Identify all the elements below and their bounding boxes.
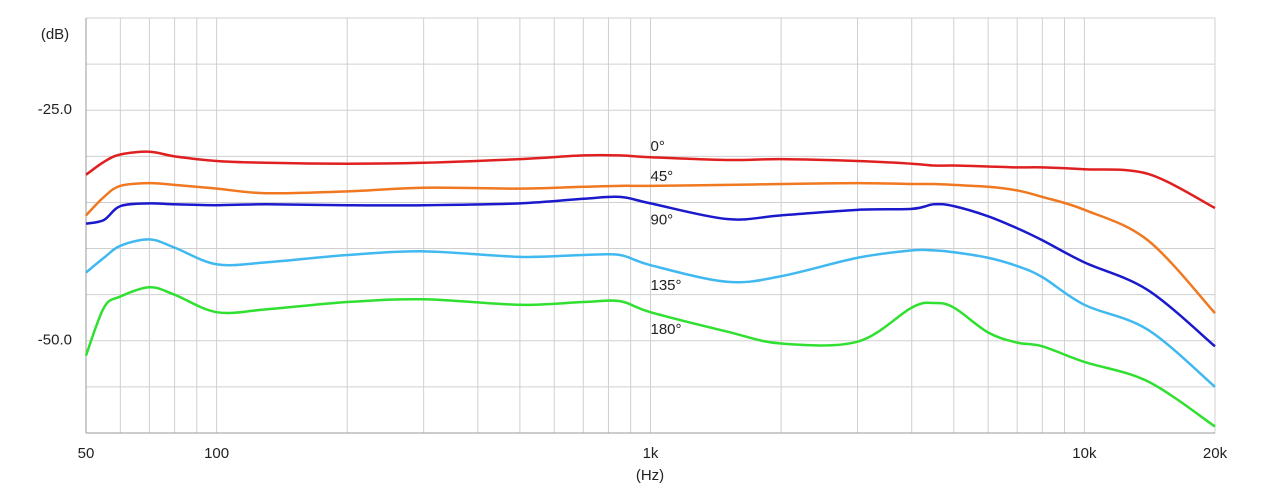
series-label: 45° [651,168,674,185]
series-line [85,238,1216,388]
x-axis-label: (Hz) [636,467,664,484]
x-tick-label: 20k [1203,445,1228,462]
series-label: 180° [651,321,682,338]
y-tick-label: -50.0 [38,332,72,349]
x-tick-label: 100 [204,445,229,462]
series-line [85,181,1216,314]
y-tick-label: -25.0 [38,101,72,118]
y-axis-label: (dB) [41,26,69,43]
x-tick-label: 10k [1072,445,1097,462]
x-tick-label: 1k [643,445,659,462]
series-label: 135° [651,277,682,294]
series-label: 90° [651,211,674,228]
x-tick-label: 50 [78,445,95,462]
series-label: 0° [651,138,665,155]
series-line [85,150,1216,210]
series-line [84,286,1216,428]
series-line [85,195,1216,348]
